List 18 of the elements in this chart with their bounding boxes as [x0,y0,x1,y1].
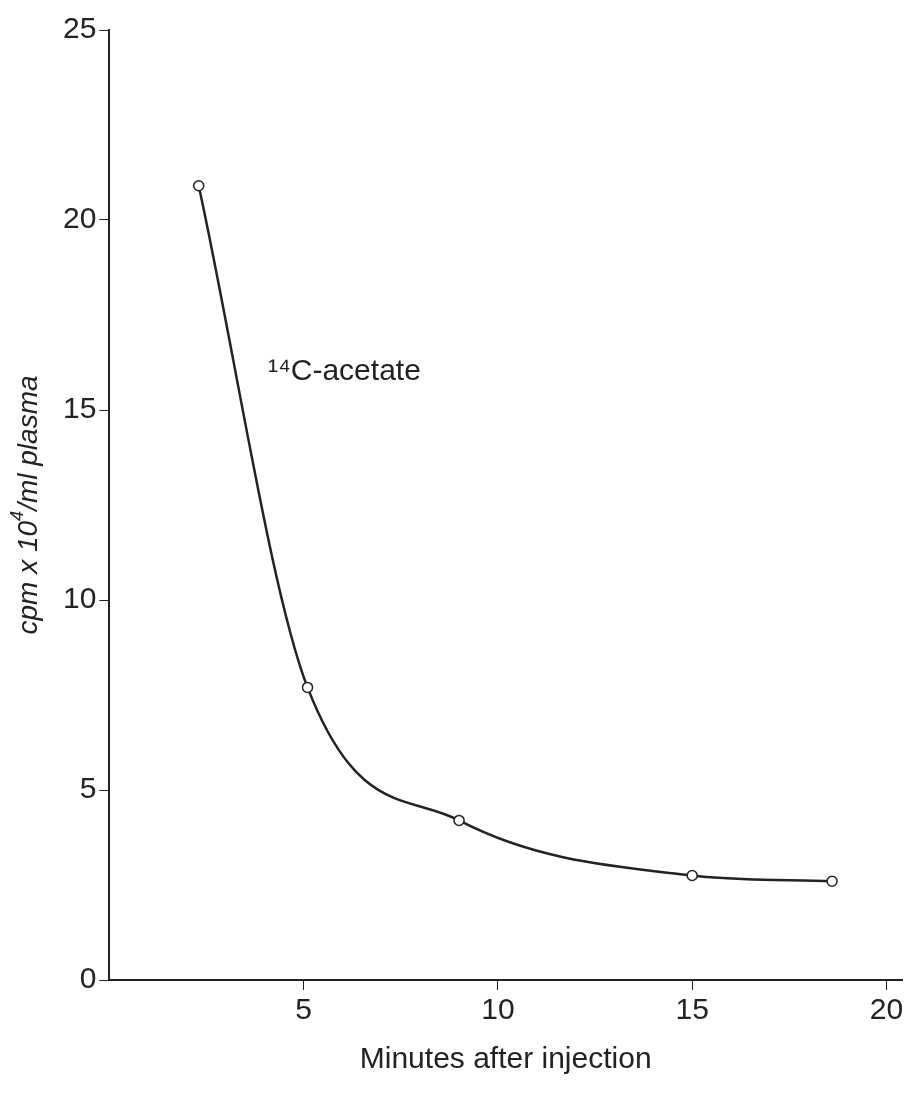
point [826,875,838,887]
x-tick-label: 20 [869,992,904,1026]
annotation: ¹⁴C-acetate [267,353,421,387]
x-tick-label: 10 [481,992,515,1026]
y-tick-label: 5 [79,771,97,805]
x-axis-title: Minutes after injection [359,1041,652,1075]
x-tick-label: 15 [675,992,709,1026]
y-tick-label: 25 [62,11,97,45]
y-tick-label: 10 [62,581,97,615]
point [453,814,465,827]
point [686,869,698,882]
y-axis-title: cpm x 104/ml plasma [7,375,44,635]
point [301,681,314,694]
y-tick-label: 20 [62,201,97,235]
y-tick-label: 0 [79,961,97,995]
y-tick-label: 15 [62,391,97,425]
point [192,180,205,192]
x-tick-label: 5 [295,992,312,1026]
